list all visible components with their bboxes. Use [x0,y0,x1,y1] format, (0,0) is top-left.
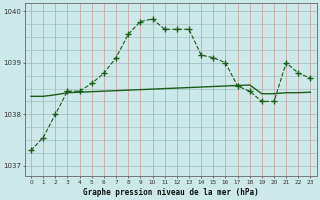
X-axis label: Graphe pression niveau de la mer (hPa): Graphe pression niveau de la mer (hPa) [83,188,259,197]
